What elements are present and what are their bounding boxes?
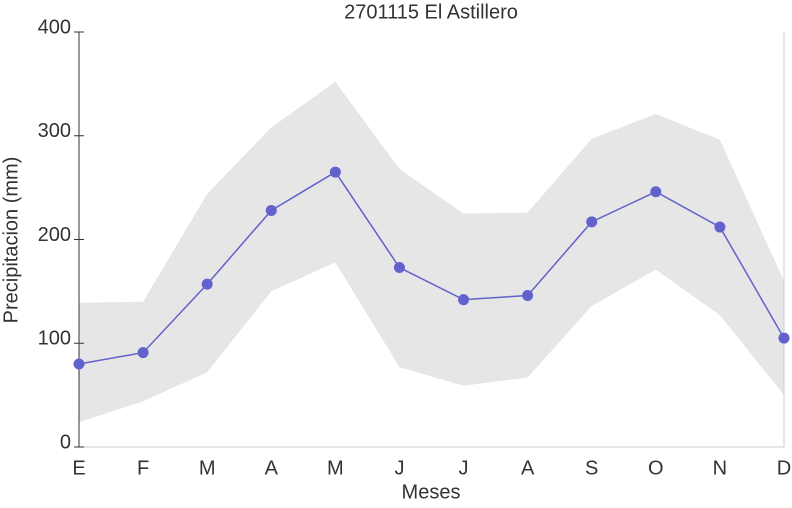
y-axis-label: Precipitacion (mm) <box>0 157 22 324</box>
x-tick-label: A <box>265 457 279 479</box>
x-tick-label: M <box>199 457 216 479</box>
y-tick-label: 200 <box>38 224 71 246</box>
point <box>393 262 405 274</box>
point <box>201 278 213 290</box>
x-tick-label: E <box>72 457 85 479</box>
series-line <box>78 171 785 365</box>
point <box>73 358 85 370</box>
point <box>714 221 726 233</box>
y-tick-label: 300 <box>38 120 71 142</box>
point <box>329 166 341 178</box>
x-tick-label: A <box>521 457 535 479</box>
point <box>586 216 598 228</box>
x-tick-label: F <box>137 457 149 479</box>
x-tick-label: S <box>585 457 598 479</box>
y-tick-label: 400 <box>38 16 71 38</box>
range-band <box>79 81 784 423</box>
point <box>778 332 790 344</box>
x-tick-label: O <box>648 457 664 479</box>
x-axis-label: Meses <box>402 481 461 503</box>
x-tick-label: J <box>459 457 469 479</box>
x-tick-label: D <box>777 457 791 479</box>
x-tick-label: J <box>394 457 404 479</box>
y-tick-label: 100 <box>38 328 71 350</box>
point <box>137 347 149 359</box>
point <box>265 204 277 216</box>
x-tick-label: M <box>327 457 344 479</box>
point <box>458 294 470 306</box>
x-tick-label: N <box>713 457 727 479</box>
y-tick-label: 0 <box>60 431 71 453</box>
point <box>650 186 662 198</box>
point <box>522 290 534 302</box>
chart-title: 2701115 El Astillero <box>344 1 518 23</box>
